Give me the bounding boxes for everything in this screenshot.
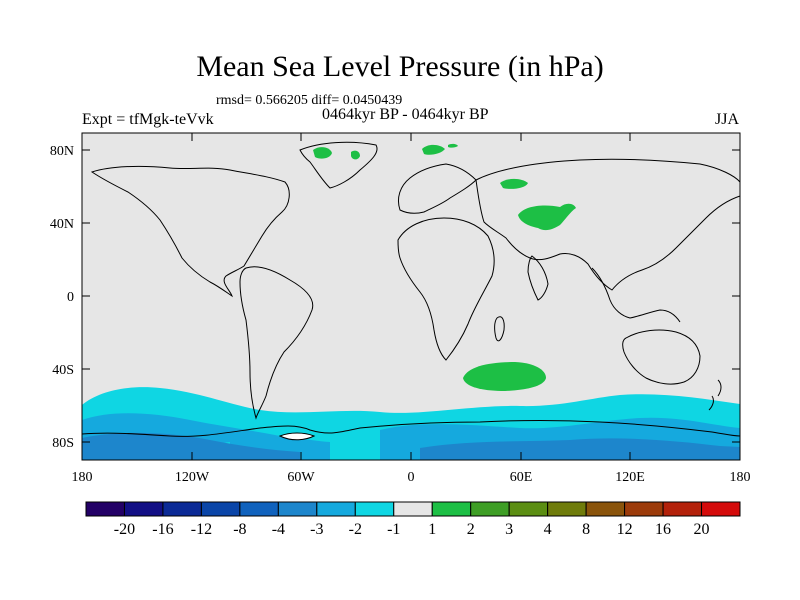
colorbar-label: 3 (505, 521, 513, 538)
colorbar-swatch (277, 501, 318, 517)
colorbar-swatch (585, 501, 626, 517)
colorbar-label: -8 (233, 521, 246, 538)
lat-label: 40S (52, 363, 74, 378)
colorbar-swatch (123, 501, 164, 517)
lon-label: 120W (175, 470, 210, 485)
coast-greenland (299, 141, 378, 189)
colorbar-label: -2 (349, 521, 362, 538)
coast-new-zealand (708, 379, 722, 411)
rmsd-diff-stats: rmsd= 0.566205 diff= 0.0450439 (216, 93, 403, 108)
coast-south-america (239, 266, 314, 420)
lon-label: 180 (72, 470, 93, 485)
colorbar-swatch (162, 501, 202, 517)
coast-india (527, 255, 549, 301)
colorbar-swatch (470, 501, 510, 517)
anomaly-central-asia (518, 203, 576, 231)
lat-label: 80S (52, 436, 74, 451)
lon-tick-marks (81, 133, 741, 460)
lat-labels: 80N 40N 0 40S 80S (50, 144, 74, 451)
lon-label: 60W (287, 470, 315, 485)
colorbar-swatch (624, 501, 664, 517)
coast-africa (397, 217, 495, 361)
anomaly-west-siberia (500, 178, 528, 189)
colorbar-label: 8 (582, 521, 590, 538)
colorbar-label: 1 (428, 521, 436, 538)
colorbar-label: 4 (544, 521, 552, 538)
colorbar-swatch (85, 501, 125, 517)
colorbar-swatch (547, 501, 587, 517)
coast-ice-shelf (278, 432, 316, 441)
colorbar-swatch (393, 501, 433, 517)
colorbar-label: -16 (152, 521, 173, 538)
lon-label: 120E (615, 470, 645, 485)
colorbar-label: -4 (272, 521, 285, 538)
experiment-label: Expt = tfMgk-teVvk (82, 111, 214, 128)
colorbar-label: -20 (114, 521, 135, 538)
map-title: Mean Sea Level Pressure (in hPa) (196, 50, 604, 83)
anomaly-greenland-east (351, 150, 360, 160)
lat-label: 80N (50, 144, 74, 159)
positive-anomalies (313, 143, 576, 391)
colorbar-swatch (316, 501, 356, 517)
colorbar-swatch (200, 501, 241, 517)
colorbar-label: 12 (617, 521, 633, 538)
colorbar-label: 16 (655, 521, 671, 538)
colorbar-label: -1 (387, 521, 400, 538)
colorbar-swatch (662, 501, 703, 517)
colorbar-swatch (701, 501, 741, 517)
colorbar-swatch (239, 501, 279, 517)
lon-labels: 180 120W 60W 0 60E 120E 180 (72, 470, 751, 485)
colorbar-swatch (354, 501, 395, 517)
lat-tick-marks (82, 149, 740, 443)
colorbar-label: 20 (694, 521, 710, 538)
anomaly-barents (422, 143, 458, 155)
coast-north-america (90, 165, 290, 298)
coast-antarctica (81, 420, 741, 437)
coast-madagascar (494, 316, 505, 342)
lat-label: 0 (67, 290, 74, 305)
lon-label: 0 (408, 470, 415, 485)
period-label: 0464kyr BP - 0464kyr BP (322, 106, 489, 123)
colorbar-label: -3 (310, 521, 323, 538)
lon-label: 60E (510, 470, 533, 485)
lon-label: 180 (730, 470, 751, 485)
lat-label: 40N (50, 217, 74, 232)
colorbar-label: -12 (191, 521, 212, 538)
coast-asia (475, 158, 741, 291)
colorbar-swatch (508, 501, 549, 517)
colorbar-swatch (431, 501, 472, 517)
anomaly-greenland-west (313, 147, 332, 159)
season-label: JJA (715, 111, 740, 128)
coastlines (81, 141, 741, 441)
anomaly-south-indian (463, 362, 546, 391)
colorbar (85, 501, 741, 517)
colorbar-label: 2 (467, 521, 475, 538)
southern-band-dark (82, 432, 740, 460)
coast-southeast-asia (591, 267, 681, 323)
colorbar-labels: -20 -16 -12 -8 -4 -3 -2 -1 1 2 3 4 8 12 16 20 (114, 521, 710, 538)
coast-australia (622, 329, 701, 385)
